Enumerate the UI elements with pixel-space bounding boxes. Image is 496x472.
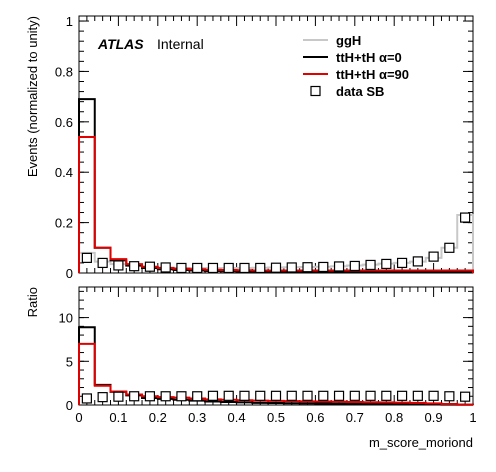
main-data-point [396, 257, 408, 269]
main-series-2-line [78, 135, 474, 273]
legend-swatch-3 [310, 85, 321, 97]
ratio-data-point [176, 391, 187, 402]
main-data-point [113, 260, 124, 271]
x-tick-label: 0.9 [425, 410, 443, 425]
ratio-data-point [302, 390, 313, 401]
ratio-y-tick-label: 5 [66, 354, 73, 369]
legend: ggH ttH+tH α=0 ttH+tH α=90 data SB [303, 33, 409, 99]
ratio-data-point [381, 390, 392, 401]
main-data-point [444, 242, 455, 253]
ratio-data-point [365, 390, 376, 401]
ratio-data-point [396, 390, 408, 401]
ratio-data-point [333, 390, 345, 401]
legend-label-0: ggH [336, 33, 361, 48]
ratio-data-point [270, 390, 282, 401]
ratio-panel-frame [78, 286, 474, 406]
ratio-data-point [207, 390, 219, 401]
x-tick-label: 1 [469, 410, 476, 425]
x-tick-label: 0.8 [385, 410, 403, 425]
ratio-data-point [223, 390, 234, 401]
x-tick-label: 0.7 [346, 410, 364, 425]
ratio-data-point [286, 390, 297, 401]
ratio-data-point [129, 391, 140, 402]
ratio-y-tick-label: 0 [66, 398, 73, 413]
ratio-data-point [444, 391, 455, 402]
ratio-data-point [97, 392, 108, 403]
ratio-y-tick-label: 10 [59, 311, 73, 326]
x-tick-label: 0.3 [188, 410, 206, 425]
main-data-point [176, 262, 187, 274]
main-data-point [144, 261, 156, 272]
main-data-point [129, 261, 140, 272]
main-data-point [412, 256, 423, 267]
main-data-point [318, 261, 329, 273]
main-data-point [207, 262, 219, 274]
ratio-data-point [428, 390, 439, 401]
main-data-point [255, 262, 266, 274]
legend-label-1: ttH+tH α=0 [336, 50, 402, 65]
main-y-axis-title: Events (normalized to unity) [25, 16, 40, 177]
main-data-point [333, 261, 345, 272]
legend-label-3: data SB [336, 84, 384, 99]
ratio-data-point [113, 391, 124, 402]
x-ticks: 0 0.1 0.2 0.3 0.4 0.5 0.6 0.7 0.8 0.9 1 [75, 16, 477, 425]
x-tick-label: 0.6 [306, 410, 324, 425]
main-data-point [192, 262, 203, 274]
ratio-data-point [81, 393, 92, 404]
legend-label-2: ttH+tH α=90 [336, 67, 409, 82]
x-tick-label: 0.1 [109, 410, 127, 425]
x-tick-label: 0.2 [149, 410, 167, 425]
main-y-tick-label: 0.4 [55, 165, 73, 180]
x-tick-label: 0 [75, 410, 82, 425]
x-tick-label: 0.4 [228, 410, 246, 425]
main-data-point [286, 262, 297, 273]
main-data-point [223, 262, 234, 274]
main-data-point [365, 259, 376, 271]
ratio-data-point [412, 390, 423, 401]
main-series [78, 98, 474, 274]
ratio-data-point [239, 390, 250, 401]
main-y-tick-label: 0 [66, 266, 73, 281]
main-data-point [460, 212, 471, 223]
ratio-data-point [144, 391, 156, 402]
ratio-data-point [318, 390, 329, 401]
main-data-point [239, 262, 250, 274]
main-y-ticks: 0 0.2 0.4 0.6 0.8 1 [55, 14, 473, 281]
ratio-data-point [192, 391, 203, 402]
x-tick-label: 0.5 [267, 410, 285, 425]
main-y-tick-label: 0.8 [55, 64, 73, 79]
x-axis-title: m_score_moriond [369, 435, 473, 450]
main-y-tick-label: 0.2 [55, 216, 73, 231]
main-y-tick-label: 1 [66, 14, 73, 29]
ratio-y-axis-title: Ratio [25, 287, 40, 317]
ratio-data-point [160, 391, 171, 402]
ratio-data-point [460, 391, 471, 402]
atlas-label: ATLAS [97, 36, 144, 52]
main-series-1-line [78, 98, 474, 273]
main-data-point [81, 252, 92, 263]
main-data-point [381, 258, 392, 270]
main-data-point [97, 257, 108, 269]
main-data-point [428, 251, 439, 262]
main-panel-frame [78, 15, 474, 274]
ratio-data-point [255, 390, 266, 401]
main-data-point [270, 262, 282, 273]
internal-label: Internal [157, 36, 204, 52]
main-data-point [160, 262, 171, 273]
ratio-data-point [349, 390, 360, 401]
main-y-tick-label: 0.6 [55, 115, 73, 130]
main-data-point [302, 262, 313, 273]
main-data-point [349, 260, 360, 272]
ratio-series [78, 326, 474, 406]
